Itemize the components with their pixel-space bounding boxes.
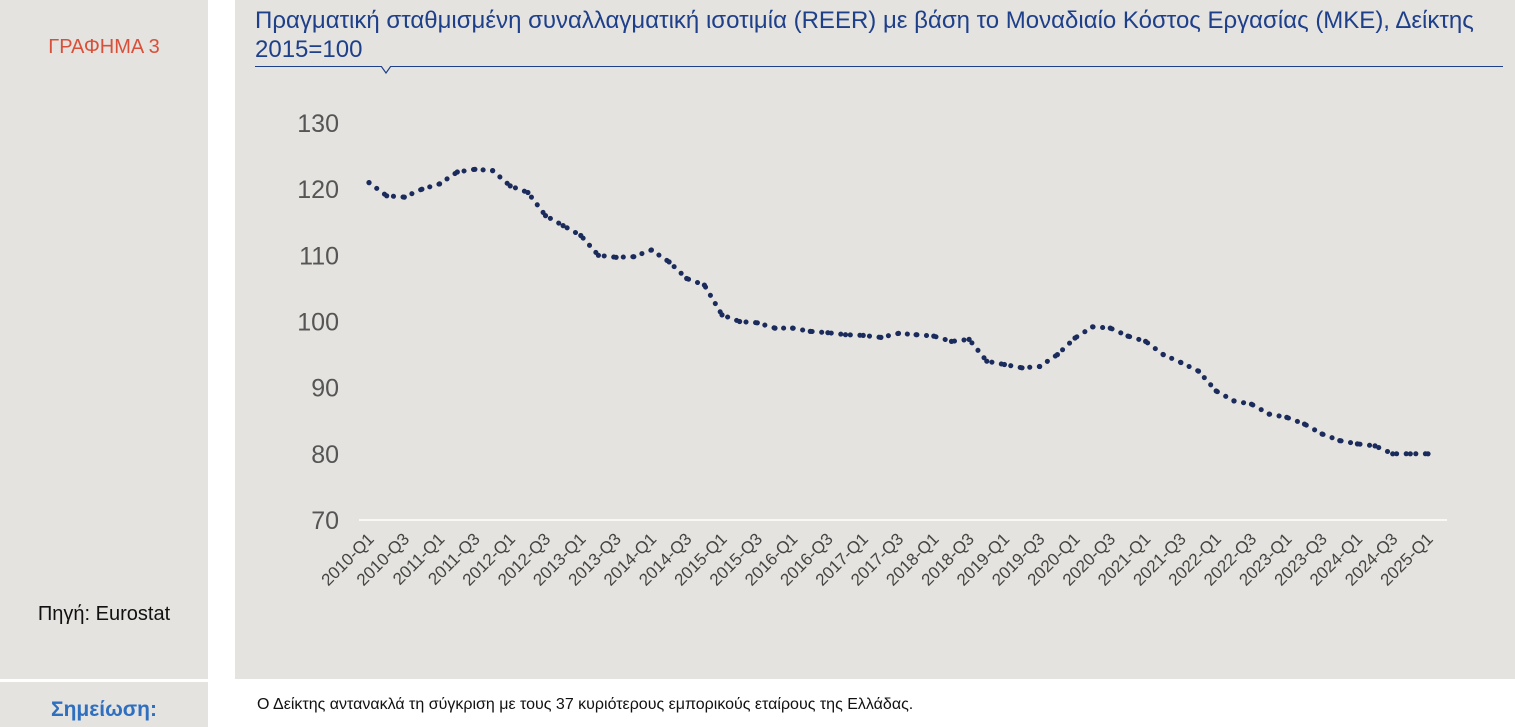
side-panel bbox=[0, 0, 208, 679]
data-point bbox=[1001, 361, 1008, 368]
data-point bbox=[1054, 352, 1060, 358]
data-point bbox=[1178, 359, 1184, 366]
source-label: Πηγή: Eurostat bbox=[37, 603, 171, 625]
data-point bbox=[931, 333, 937, 339]
data-point bbox=[613, 254, 619, 260]
y-tick-label: 70 bbox=[311, 507, 339, 535]
data-point bbox=[1390, 451, 1396, 457]
chart-title: Πραγματική σταθμισμένη συναλλαγματική ισ… bbox=[255, 7, 1474, 63]
y-tick-label: 100 bbox=[297, 309, 339, 337]
data-point bbox=[419, 186, 425, 192]
series-line bbox=[366, 166, 1431, 457]
data-point bbox=[754, 320, 760, 326]
data-point bbox=[772, 325, 778, 331]
data-point bbox=[1143, 338, 1149, 344]
data-point bbox=[1319, 431, 1325, 437]
series-layer bbox=[366, 166, 1431, 457]
data-point bbox=[578, 232, 584, 239]
data-point bbox=[1072, 335, 1078, 341]
data-point bbox=[1407, 451, 1413, 457]
y-tick-label: 80 bbox=[311, 441, 339, 469]
data-point bbox=[542, 213, 549, 219]
data-point bbox=[1125, 333, 1131, 339]
reer-line-chart: 70 80 90 100 110 120 130 2010-Q12010-Q32011-Q1… bbox=[297, 110, 1447, 590]
data-point bbox=[1160, 352, 1166, 358]
data-point bbox=[966, 336, 972, 342]
y-tick-label: 110 bbox=[299, 242, 339, 270]
chart-number-label: ΓΡΑΦΗΜΑ 3 bbox=[48, 36, 160, 58]
data-point bbox=[401, 194, 407, 200]
title-divider bbox=[255, 66, 1503, 67]
data-point bbox=[1372, 443, 1378, 449]
data-point bbox=[1425, 451, 1431, 457]
data-point bbox=[1284, 414, 1290, 420]
data-point bbox=[1248, 401, 1255, 407]
data-point bbox=[507, 183, 513, 189]
data-point bbox=[825, 330, 831, 336]
data-point bbox=[1195, 368, 1202, 374]
data-point bbox=[631, 254, 637, 260]
data-point bbox=[719, 312, 725, 318]
note-label: Σημείωση: bbox=[50, 698, 157, 721]
data-point bbox=[1107, 325, 1113, 331]
data-point bbox=[737, 318, 743, 325]
data-point bbox=[1213, 388, 1219, 394]
data-point bbox=[384, 193, 390, 199]
x-axis: 2010-Q12010-Q32011-Q12011-Q32012-Q12012-… bbox=[318, 529, 1437, 589]
note-text: Ο Δείκτης αντανακλά τη σύγκριση με τους … bbox=[257, 696, 914, 713]
data-point bbox=[842, 332, 849, 338]
y-axis: 70 80 90 100 110 120 130 bbox=[297, 110, 339, 535]
note-label-band bbox=[0, 682, 208, 727]
data-point bbox=[878, 334, 884, 340]
data-point bbox=[666, 259, 672, 265]
data-point bbox=[684, 275, 690, 282]
data-point bbox=[948, 338, 955, 344]
data-point bbox=[1354, 441, 1360, 447]
data-point bbox=[1337, 438, 1343, 444]
data-point bbox=[490, 168, 496, 174]
data-point bbox=[595, 252, 601, 258]
data-point bbox=[807, 328, 813, 334]
title-notch-icon bbox=[381, 66, 391, 74]
data-point bbox=[913, 332, 919, 338]
y-tick-label: 130 bbox=[297, 110, 339, 138]
data-point bbox=[1301, 421, 1308, 427]
data-point bbox=[472, 166, 478, 172]
y-tick-label: 120 bbox=[297, 176, 339, 204]
data-point bbox=[1019, 365, 1025, 371]
data-point bbox=[790, 325, 796, 331]
data-point bbox=[525, 189, 531, 196]
note-text-band bbox=[235, 682, 1515, 727]
y-tick-label: 90 bbox=[311, 375, 339, 403]
data-point bbox=[437, 181, 443, 187]
data-point bbox=[860, 332, 866, 338]
data-point bbox=[366, 180, 372, 186]
data-point bbox=[701, 282, 707, 288]
data-point bbox=[895, 330, 902, 336]
chart-panel: Πραγματική σταθμισμένη συναλλαγματική ισ… bbox=[235, 0, 1515, 679]
data-point bbox=[1266, 411, 1272, 417]
data-point bbox=[984, 358, 990, 364]
data-point bbox=[1037, 363, 1043, 370]
data-point bbox=[1231, 398, 1237, 404]
data-point bbox=[1090, 324, 1096, 330]
data-point bbox=[560, 223, 566, 229]
data-point bbox=[454, 169, 460, 175]
data-point bbox=[648, 247, 654, 253]
